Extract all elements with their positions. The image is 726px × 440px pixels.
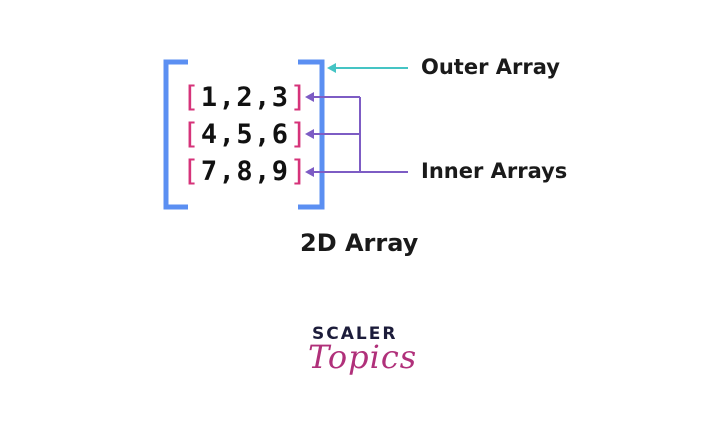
array-value: 4 bbox=[200, 118, 218, 150]
inner-arrows bbox=[305, 92, 408, 177]
outer-array-left-bracket bbox=[163, 59, 188, 210]
array-comma: , bbox=[254, 81, 271, 113]
array-value: 1 bbox=[200, 81, 218, 113]
array-comma: , bbox=[218, 155, 235, 187]
outer-array-label: Outer Array bbox=[421, 55, 560, 79]
array-value: 7 bbox=[200, 155, 218, 187]
inner-arrow-head-1 bbox=[305, 92, 314, 102]
inner-array-open-bracket: [ bbox=[182, 154, 200, 188]
inner-arrow-head-2 bbox=[305, 129, 314, 139]
inner-array-open-bracket: [ bbox=[182, 80, 200, 114]
array-value: 8 bbox=[236, 155, 253, 187]
inner-array-row-2: [ 4 , 5 , 6 ] bbox=[182, 117, 307, 151]
inner-array-row-1: [ 1 , 2 , 3 ] bbox=[182, 80, 307, 114]
array-comma: , bbox=[254, 155, 271, 187]
logo-scaler-text: SCALER bbox=[312, 324, 398, 344]
array-value: 2 bbox=[236, 81, 253, 113]
inner-array-close-bracket: ] bbox=[289, 117, 307, 151]
array-comma: , bbox=[218, 81, 235, 113]
inner-arrow-head-3 bbox=[305, 167, 314, 177]
logo-topics-text: Topics bbox=[308, 338, 418, 376]
inner-array-close-bracket: ] bbox=[289, 154, 307, 188]
diagram-title: 2D Array bbox=[300, 229, 419, 257]
inner-array-open-bracket: [ bbox=[182, 117, 200, 151]
array-value: 3 bbox=[271, 81, 289, 113]
inner-arrays-label: Inner Arrays bbox=[421, 159, 568, 183]
array-comma: , bbox=[254, 118, 271, 150]
array-value: 9 bbox=[271, 155, 289, 187]
array-value: 5 bbox=[236, 118, 253, 150]
array-value: 6 bbox=[271, 118, 289, 150]
outer-arrow-head bbox=[327, 63, 336, 73]
inner-array-row-3: [ 7 , 8 , 9 ] bbox=[182, 154, 307, 188]
inner-array-close-bracket: ] bbox=[289, 80, 307, 114]
array-comma: , bbox=[218, 118, 235, 150]
